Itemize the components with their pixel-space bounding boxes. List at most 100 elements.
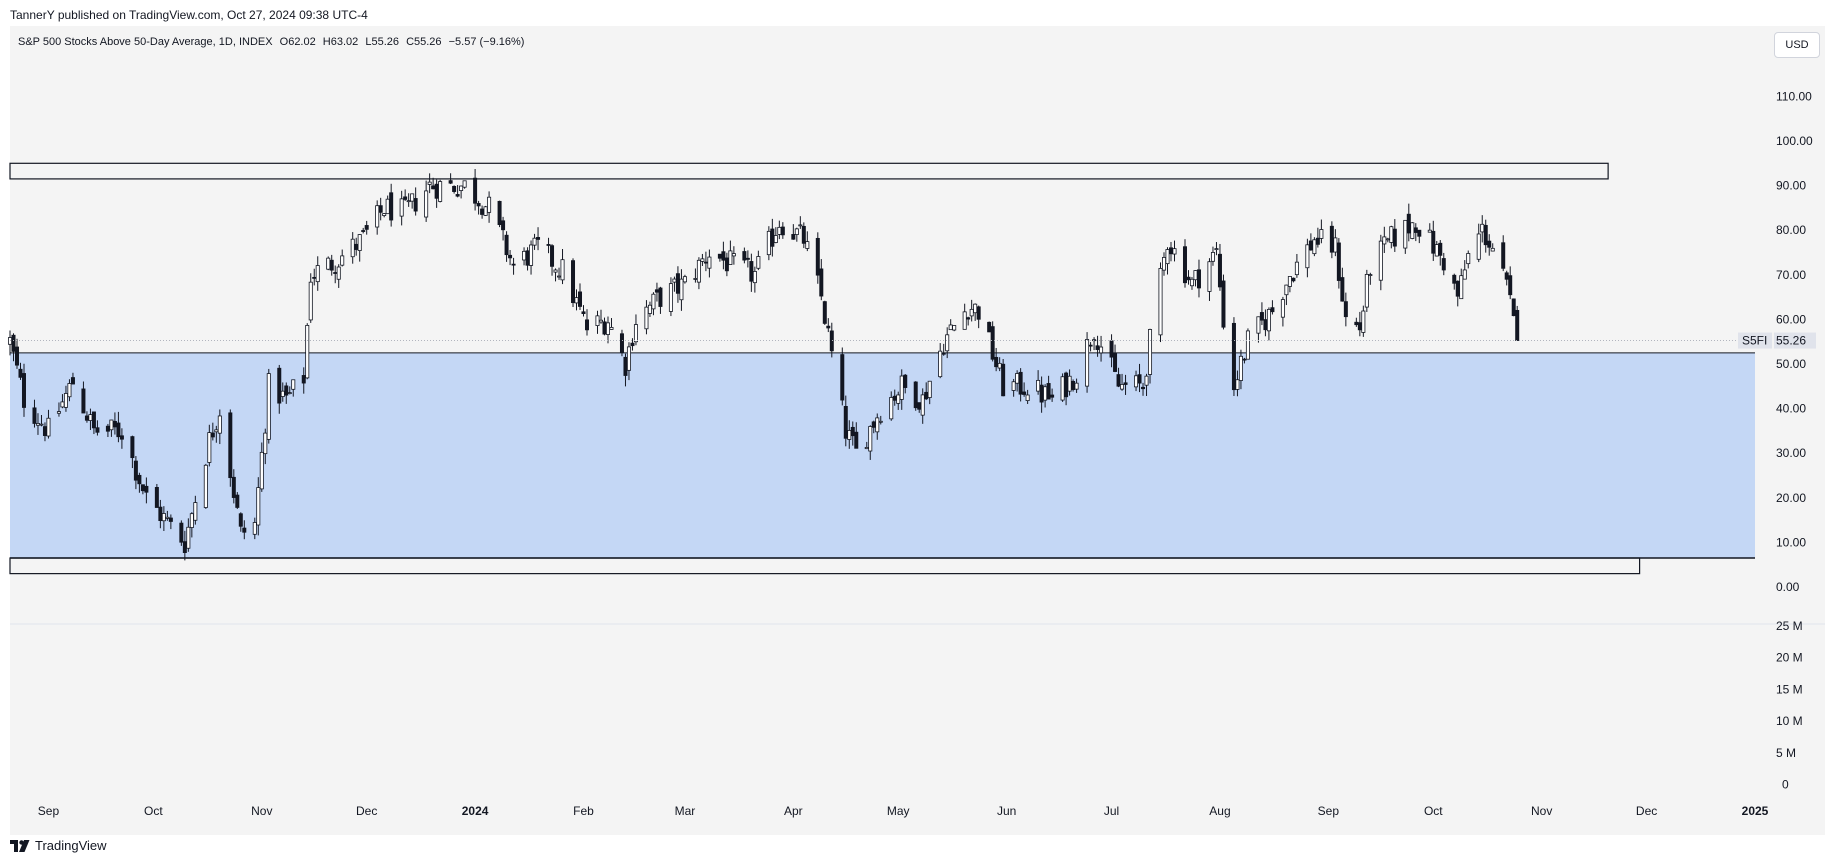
- time-axis-label: Oct: [1424, 804, 1443, 818]
- candle-body: [892, 395, 897, 401]
- candle-body: [578, 291, 583, 307]
- candle-body: [1022, 391, 1027, 395]
- price-axis-label: 40.00: [1776, 402, 1806, 416]
- support-zone: [10, 352, 1755, 559]
- candle-body: [1123, 382, 1128, 385]
- candle-body: [948, 324, 953, 331]
- candle-body: [109, 419, 114, 431]
- candle-body: [1389, 226, 1394, 243]
- candle-body: [1071, 380, 1076, 390]
- candle-body: [284, 385, 289, 396]
- candle-body: [336, 266, 341, 280]
- last-price-bg: [1774, 332, 1816, 349]
- candle-body: [91, 411, 96, 429]
- candle-body: [1186, 276, 1191, 281]
- currency-button[interactable]: USD: [1774, 32, 1820, 58]
- candle-body: [67, 383, 72, 398]
- candle-body: [1162, 257, 1167, 271]
- candle-body: [1242, 358, 1247, 361]
- candle-body: [1046, 383, 1051, 400]
- candle-body: [952, 325, 957, 331]
- candle-body: [731, 253, 736, 257]
- candle-body: [997, 362, 1002, 369]
- candle-body: [630, 342, 635, 347]
- candle-body: [165, 516, 170, 519]
- candle-body: [1490, 247, 1495, 252]
- price-axis-label: 80.00: [1776, 223, 1806, 237]
- candle-body: [364, 225, 369, 230]
- tradingview-logo[interactable]: TradingView: [10, 838, 107, 853]
- volume-axis-label: 10 M: [1776, 714, 1803, 728]
- candle-body: [553, 269, 558, 273]
- candle-body: [829, 330, 834, 352]
- candle-body: [525, 250, 530, 266]
- candle-body: [1406, 213, 1411, 234]
- candle-body: [168, 517, 173, 522]
- candle-body: [508, 254, 513, 259]
- volume-axis-label: 15 M: [1776, 682, 1803, 696]
- candle-body: [1015, 373, 1020, 384]
- candle-body: [976, 306, 981, 320]
- candle-body: [1095, 345, 1100, 350]
- candle-body: [326, 257, 331, 270]
- header-bar: TannerY published on TradingView.com, Oc…: [0, 0, 1835, 26]
- candle-body: [717, 253, 722, 259]
- candle-body: [214, 429, 219, 433]
- candle-body: [144, 485, 149, 493]
- candle-body: [357, 234, 362, 251]
- candle-body: [1060, 376, 1065, 401]
- candle-body: [626, 346, 631, 371]
- candle-body: [333, 272, 338, 274]
- candle-body: [966, 317, 971, 320]
- price-axis: 110.00 100.00 90.00 80.00 70.00 60.00 50.00 40.…: [1738, 89, 1816, 594]
- candle-body: [522, 250, 527, 261]
- candle-body: [941, 352, 946, 355]
- legend-symbol: S&P 500 Stocks Above 50-Day Average, 1D,…: [18, 36, 273, 48]
- candle-body: [1410, 222, 1415, 239]
- candle-body: [1074, 382, 1079, 390]
- time-axis-label: Jun: [997, 804, 1016, 818]
- candle-body: [756, 256, 761, 269]
- candle-body: [1284, 284, 1289, 296]
- candle-body: [193, 502, 198, 521]
- candle-body: [1319, 229, 1324, 239]
- candle-body: [378, 205, 383, 213]
- candle-body: [815, 237, 820, 276]
- candle-body: [119, 435, 124, 440]
- volume-axis-label: 25 M: [1776, 619, 1803, 633]
- symbol-tag: S5FI: [1742, 334, 1767, 348]
- candle-body: [1099, 346, 1104, 354]
- candle-body: [924, 391, 929, 400]
- candle-body: [32, 407, 37, 424]
- candle-body: [1480, 223, 1485, 233]
- candle-body: [406, 200, 411, 203]
- candle-body: [973, 303, 978, 314]
- candle-body: [1392, 228, 1397, 247]
- candle-body: [675, 273, 680, 294]
- candle-body: [1329, 225, 1334, 253]
- zone-drawings: [9, 162, 1755, 575]
- candle-body: [770, 228, 775, 247]
- candle-body: [1141, 386, 1146, 390]
- symbol-legend: S&P 500 Stocks Above 50-Day Average, 1D,…: [18, 36, 528, 48]
- candle-body: [749, 261, 754, 282]
- candle-body: [1340, 277, 1345, 302]
- candle-body: [231, 476, 236, 498]
- candle-body: [819, 268, 824, 297]
- candle-body: [896, 394, 901, 404]
- candle-body: [476, 203, 481, 207]
- candle-body: [217, 415, 222, 434]
- candle-body: [854, 431, 859, 449]
- candle-body: [1036, 379, 1041, 392]
- candle-body: [700, 258, 705, 262]
- lower-rectangle: [9, 557, 1641, 575]
- candle-body: [1137, 374, 1142, 384]
- candle-body: [382, 213, 387, 216]
- candle-body: [644, 306, 649, 330]
- time-axis-label: Sep: [38, 804, 60, 818]
- candle-body: [658, 287, 663, 307]
- candle-body: [1462, 269, 1467, 280]
- candle-body: [1214, 248, 1219, 251]
- candle-body: [1210, 252, 1215, 262]
